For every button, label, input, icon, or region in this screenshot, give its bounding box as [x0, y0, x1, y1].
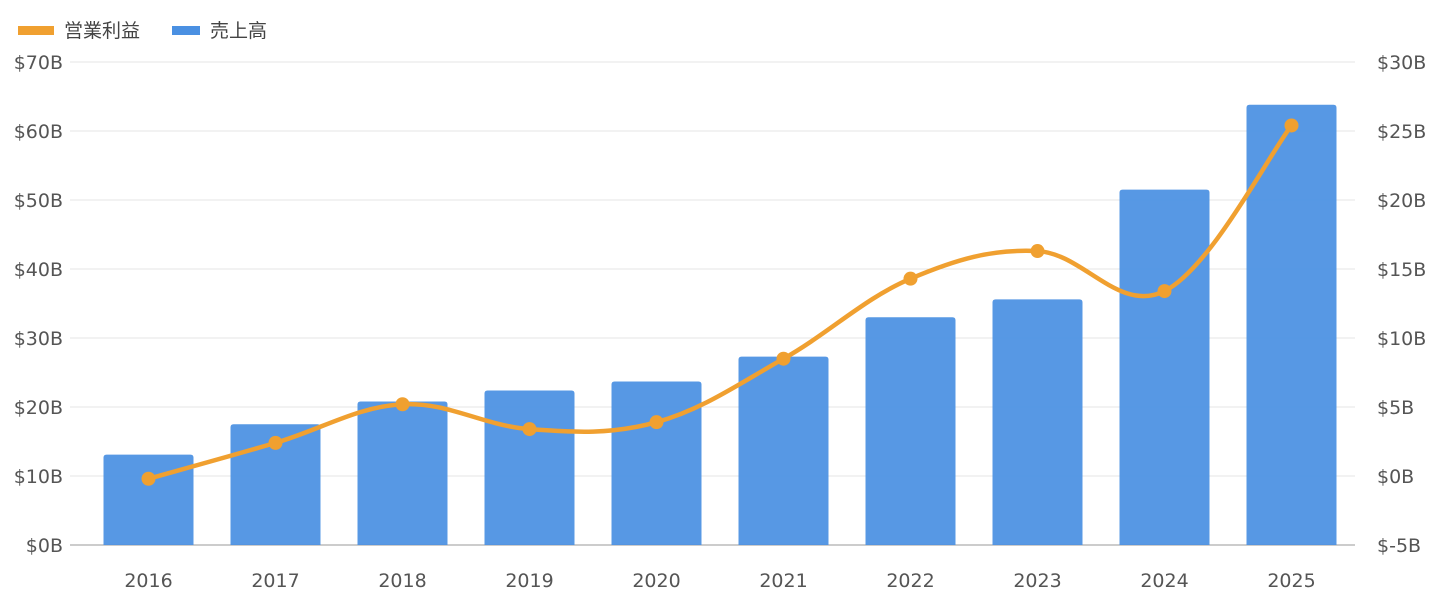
x-tick-label: 2018	[378, 570, 426, 592]
x-tick-label: 2020	[632, 570, 680, 592]
y-right-tick-label: $10B	[1377, 328, 1426, 350]
x-tick-label: 2017	[251, 570, 299, 592]
bar	[611, 381, 702, 545]
bar-series	[103, 104, 1337, 545]
x-tick-label: 2021	[759, 570, 807, 592]
y-left-tick-label: $50B	[14, 190, 63, 212]
y-left-tick-label: $40B	[14, 259, 63, 281]
line-point	[1157, 284, 1172, 299]
x-tick-label: 2023	[1013, 570, 1061, 592]
axes: $0B $10B $20B $30B $40B $50B $60B $70B $-5B $0B $5…	[14, 52, 1427, 592]
line-point	[141, 471, 156, 486]
bar	[1246, 104, 1337, 545]
x-tick-label: 2022	[886, 570, 934, 592]
line-point	[649, 415, 664, 430]
bar	[1119, 189, 1210, 545]
y-left-tick-label: $10B	[14, 466, 63, 488]
y-left-tick-label: $0B	[26, 535, 63, 557]
legend: 営業利益 売上高	[18, 20, 267, 42]
y-right-tick-label: $20B	[1377, 190, 1426, 212]
legend-swatch	[18, 26, 54, 35]
x-tick-label: 2024	[1140, 570, 1188, 592]
line-point	[522, 422, 537, 437]
x-tick-label: 2025	[1267, 570, 1315, 592]
y-right-tick-label: $25B	[1377, 121, 1426, 143]
line-series	[141, 118, 1299, 486]
operating-profit-line	[146, 123, 1294, 482]
bar	[738, 356, 829, 545]
line-point	[268, 435, 283, 450]
bar	[992, 299, 1083, 545]
y-left-tick-label: $70B	[14, 52, 63, 74]
bar	[103, 454, 194, 545]
bar	[484, 390, 575, 545]
legend-label: 営業利益	[64, 20, 140, 42]
line-point	[1030, 244, 1045, 259]
bar	[865, 317, 956, 545]
legend-label: 売上高	[210, 20, 267, 42]
bar	[357, 401, 448, 545]
y-right-tick-label: $-5B	[1377, 535, 1421, 557]
y-right-tick-label: $5B	[1377, 397, 1414, 419]
line-point	[903, 271, 918, 286]
y-right-tick-label: $15B	[1377, 259, 1426, 281]
y-left-tick-label: $20B	[14, 397, 63, 419]
bar	[230, 424, 321, 545]
y-left-tick-label: $30B	[14, 328, 63, 350]
y-right-tick-label: $30B	[1377, 52, 1426, 74]
x-tick-label: 2016	[124, 570, 172, 592]
y-left-tick-label: $60B	[14, 121, 63, 143]
line-point	[395, 397, 410, 412]
legend-swatch	[172, 26, 200, 35]
y-right-tick-label: $0B	[1377, 466, 1414, 488]
line-point	[776, 351, 791, 366]
line-point	[1284, 118, 1299, 133]
x-tick-label: 2019	[505, 570, 553, 592]
